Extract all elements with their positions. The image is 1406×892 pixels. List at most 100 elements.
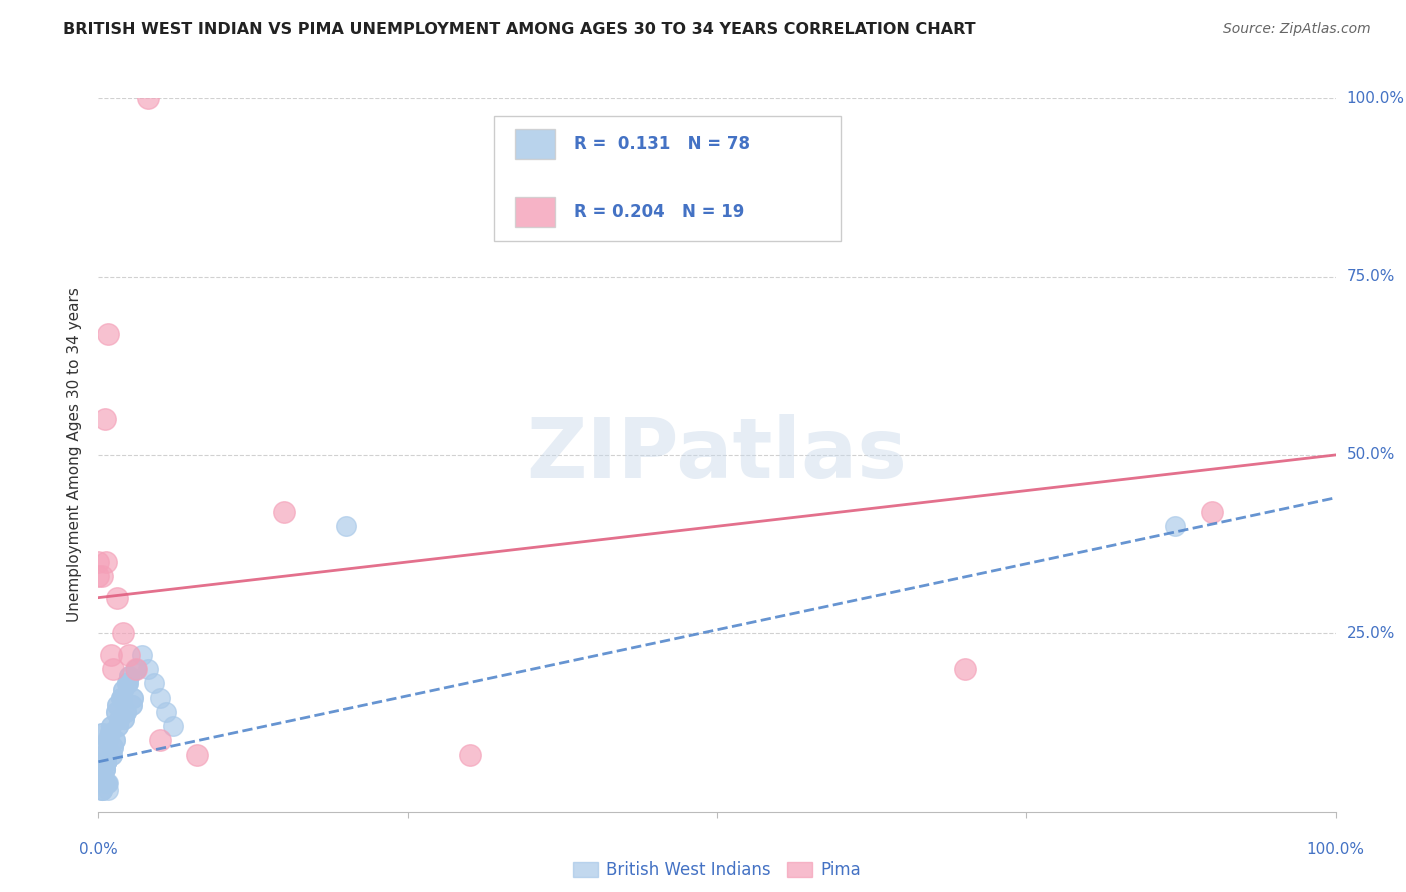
Point [105, 698, 128, 712]
Point [101, 747, 124, 762]
Point [105, 591, 128, 605]
Point [93, 762, 115, 776]
Point [335, 519, 357, 533]
Point [91, 769, 114, 783]
Point [94, 755, 117, 769]
Point [110, 690, 132, 705]
Point [117, 676, 139, 690]
Point [155, 705, 177, 719]
Text: 100.0%: 100.0% [1306, 842, 1365, 857]
Point [94, 755, 117, 769]
Point [107, 719, 129, 733]
FancyBboxPatch shape [495, 116, 841, 241]
Point [124, 662, 146, 676]
Text: 25.0%: 25.0% [1347, 626, 1395, 640]
Text: R =  0.131   N = 78: R = 0.131 N = 78 [574, 135, 749, 153]
Point [112, 712, 135, 726]
Point [91, 726, 114, 740]
Point [143, 676, 166, 690]
Point [97, 783, 120, 797]
Point [97, 326, 120, 341]
FancyBboxPatch shape [516, 197, 555, 227]
Point [112, 683, 135, 698]
Point [91, 783, 114, 797]
Point [112, 626, 135, 640]
Text: Source: ZipAtlas.com: Source: ZipAtlas.com [1223, 22, 1371, 37]
Point [93, 769, 115, 783]
Text: 50.0%: 50.0% [1347, 448, 1395, 462]
Point [108, 712, 131, 726]
Point [97, 776, 120, 790]
Point [87, 555, 110, 569]
Point [118, 669, 141, 683]
Point [97, 733, 120, 747]
Point [104, 705, 127, 719]
Point [93, 747, 115, 762]
Point [94, 755, 117, 769]
Point [111, 690, 134, 705]
FancyBboxPatch shape [516, 129, 555, 159]
Point [105, 698, 128, 712]
Point [103, 740, 125, 755]
Point [273, 505, 295, 519]
Point [124, 662, 146, 676]
Point [115, 676, 138, 690]
Point [96, 776, 118, 790]
Point [1164, 519, 1187, 533]
Point [93, 740, 115, 755]
Point [112, 712, 135, 726]
Point [87, 569, 110, 583]
Point [94, 755, 117, 769]
Point [91, 569, 114, 583]
Point [114, 705, 136, 719]
Point [122, 690, 145, 705]
Point [953, 662, 976, 676]
Point [458, 747, 481, 762]
Point [122, 690, 145, 705]
Point [121, 698, 143, 712]
Text: 0.0%: 0.0% [79, 842, 118, 857]
Point [124, 662, 146, 676]
Point [117, 676, 139, 690]
Point [94, 755, 117, 769]
Point [93, 412, 115, 426]
Point [96, 733, 118, 747]
Point [94, 555, 117, 569]
Point [93, 762, 115, 776]
Point [103, 662, 125, 676]
Point [149, 690, 172, 705]
Point [93, 762, 115, 776]
Point [90, 762, 112, 776]
Y-axis label: Unemployment Among Ages 30 to 34 years: Unemployment Among Ages 30 to 34 years [67, 287, 83, 623]
Point [110, 690, 132, 705]
Point [93, 769, 115, 783]
Point [96, 776, 118, 790]
Point [112, 683, 135, 698]
Point [149, 733, 172, 747]
Point [136, 662, 159, 676]
Point [118, 669, 141, 683]
Point [115, 676, 138, 690]
Point [118, 648, 141, 662]
Point [104, 705, 127, 719]
Point [111, 690, 134, 705]
Point [103, 733, 125, 747]
Text: R = 0.204   N = 19: R = 0.204 N = 19 [574, 202, 744, 220]
Point [103, 740, 125, 755]
Text: 75.0%: 75.0% [1347, 269, 1395, 284]
Point [91, 726, 114, 740]
Point [100, 648, 122, 662]
Point [91, 783, 114, 797]
Point [103, 733, 125, 747]
Point [93, 747, 115, 762]
Point [100, 719, 122, 733]
Point [93, 776, 115, 790]
Point [1201, 505, 1223, 519]
Point [186, 747, 208, 762]
Point [93, 740, 115, 755]
Text: BRITISH WEST INDIAN VS PIMA UNEMPLOYMENT AMONG AGES 30 TO 34 YEARS CORRELATION C: BRITISH WEST INDIAN VS PIMA UNEMPLOYMENT… [63, 22, 976, 37]
Point [98, 726, 121, 740]
Point [162, 719, 184, 733]
Point [100, 719, 122, 733]
Point [136, 91, 159, 105]
